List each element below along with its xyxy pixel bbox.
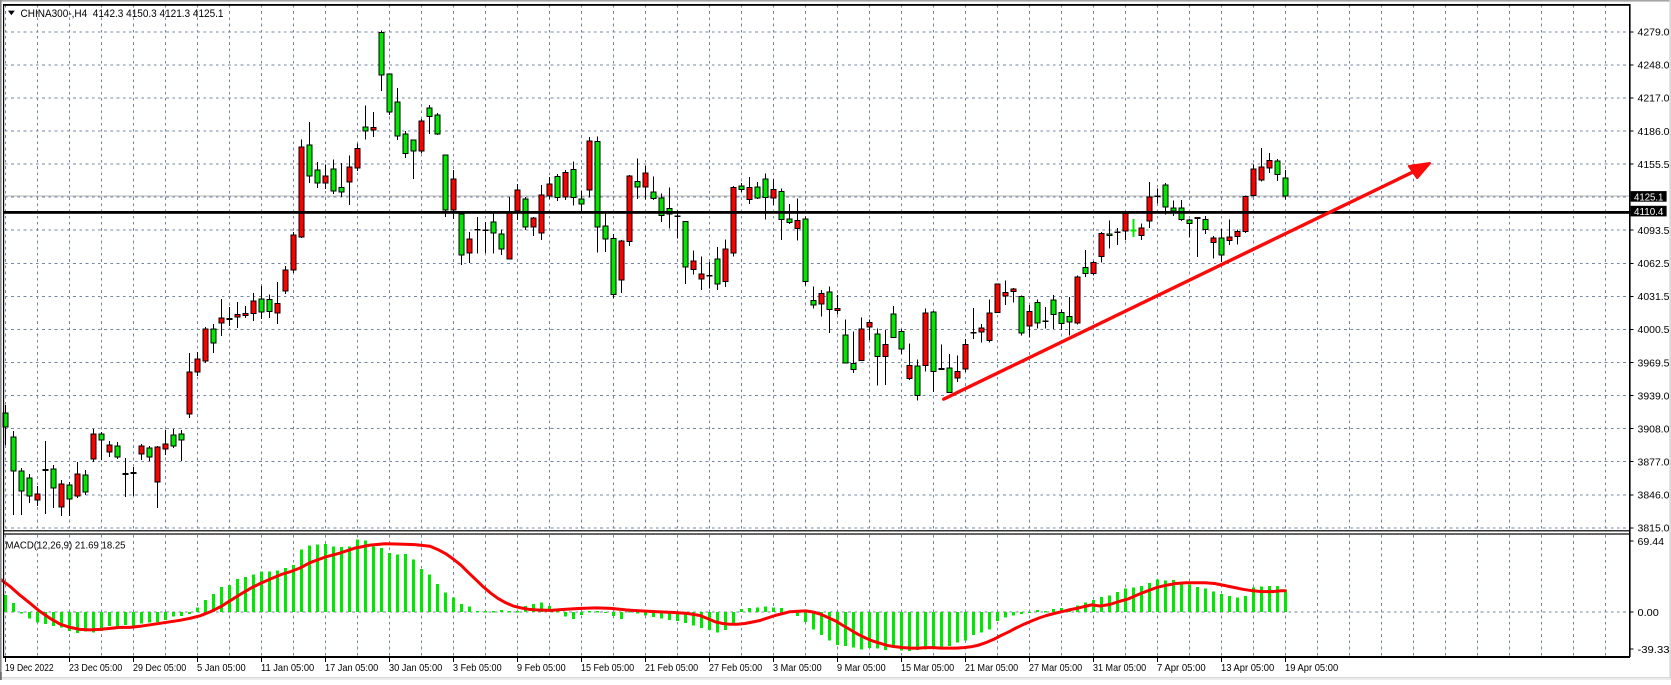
svg-text:11 Jan 05:00: 11 Jan 05:00 [261, 662, 314, 674]
svg-text:15 Feb 05:00: 15 Feb 05:00 [581, 662, 634, 674]
svg-text:69.44: 69.44 [1638, 536, 1665, 548]
svg-text:4155.5: 4155.5 [1638, 159, 1670, 171]
svg-text:9 Mar 05:00: 9 Mar 05:00 [837, 662, 886, 674]
svg-text:3 Feb 05:00: 3 Feb 05:00 [453, 662, 502, 674]
svg-text:4110.4: 4110.4 [1634, 206, 1664, 218]
svg-text:3846.0: 3846.0 [1638, 490, 1670, 502]
svg-text:4248.0: 4248.0 [1638, 60, 1670, 72]
svg-text:3 Mar 05:00: 3 Mar 05:00 [773, 662, 822, 674]
svg-text:MACD(12,26,9) 21.69 18.25: MACD(12,26,9) 21.69 18.25 [6, 540, 126, 552]
svg-text:31 Mar 05:00: 31 Mar 05:00 [1093, 662, 1146, 674]
svg-text:30 Jan 05:00: 30 Jan 05:00 [389, 662, 442, 674]
svg-text:27 Mar 05:00: 27 Mar 05:00 [1029, 662, 1082, 674]
svg-text:19 Apr 05:00: 19 Apr 05:00 [1285, 662, 1338, 674]
svg-text:9 Feb 05:00: 9 Feb 05:00 [517, 662, 566, 674]
svg-text:0.00: 0.00 [1638, 607, 1659, 619]
svg-text:4279.0: 4279.0 [1638, 27, 1670, 39]
svg-text:15 Mar 05:00: 15 Mar 05:00 [901, 662, 954, 674]
svg-text:3877.0: 3877.0 [1638, 457, 1670, 469]
svg-text:4217.0: 4217.0 [1638, 93, 1670, 105]
svg-text:5 Jan 05:00: 5 Jan 05:00 [197, 662, 246, 674]
svg-text:CHINA300-,H4 4142.3 4150.3 41: CHINA300-,H4 4142.3 4150.3 4121.3 4125.1 [21, 8, 224, 20]
svg-text:4031.5: 4031.5 [1638, 291, 1670, 303]
svg-text:29 Dec 05:00: 29 Dec 05:00 [133, 662, 186, 674]
svg-text:27 Feb 05:00: 27 Feb 05:00 [709, 662, 762, 674]
svg-text:3908.0: 3908.0 [1638, 423, 1670, 435]
svg-text:23 Dec 05:00: 23 Dec 05:00 [69, 662, 122, 674]
svg-text:19 Dec 2022: 19 Dec 2022 [5, 662, 54, 674]
svg-text:-39.33: -39.33 [1638, 644, 1670, 656]
svg-text:3815.0: 3815.0 [1638, 523, 1670, 535]
svg-text:13 Apr 05:00: 13 Apr 05:00 [1221, 662, 1274, 674]
svg-text:4062.5: 4062.5 [1638, 258, 1670, 270]
svg-text:21 Mar 05:00: 21 Mar 05:00 [965, 662, 1018, 674]
svg-text:3969.5: 3969.5 [1638, 357, 1670, 369]
svg-text:4000.5: 4000.5 [1638, 324, 1670, 336]
svg-text:17 Jan 05:00: 17 Jan 05:00 [325, 662, 378, 674]
svg-text:7 Apr 05:00: 7 Apr 05:00 [1157, 662, 1206, 674]
svg-text:4093.5: 4093.5 [1638, 225, 1670, 237]
svg-text:4186.0: 4186.0 [1638, 126, 1670, 138]
svg-text:4125.1: 4125.1 [1634, 191, 1664, 203]
svg-text:3939.0: 3939.0 [1638, 390, 1670, 402]
svg-text:21 Feb 05:00: 21 Feb 05:00 [645, 662, 698, 674]
